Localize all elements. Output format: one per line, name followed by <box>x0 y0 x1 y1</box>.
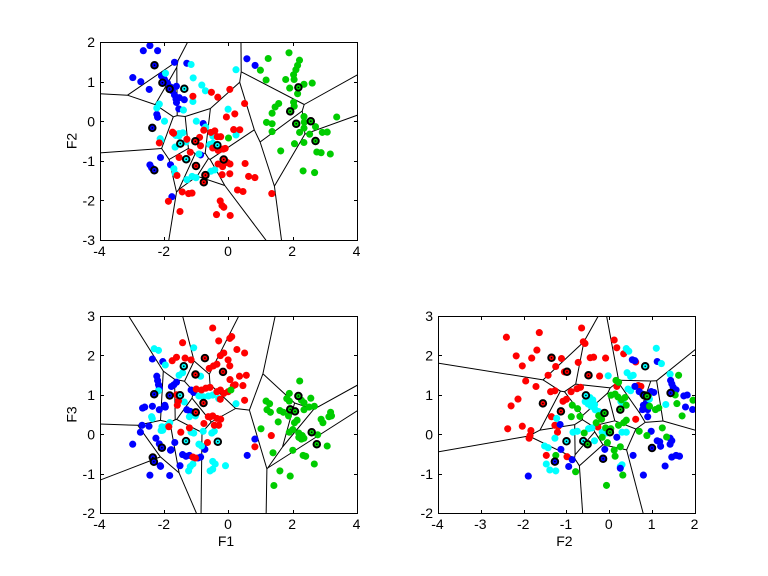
svg-text:-4: -4 <box>93 243 106 259</box>
svg-text:1: 1 <box>87 387 95 403</box>
svg-text:2: 2 <box>691 516 699 532</box>
svg-text:F2: F2 <box>556 533 573 549</box>
svg-text:-1: -1 <box>560 516 573 532</box>
svg-text:2: 2 <box>288 243 296 259</box>
svg-text:4: 4 <box>353 516 361 532</box>
svg-text:-4: -4 <box>93 516 106 532</box>
svg-text:0: 0 <box>87 426 95 442</box>
svg-text:1: 1 <box>87 74 95 90</box>
svg-text:F1: F1 <box>218 533 235 549</box>
svg-text:F2: F2 <box>63 133 79 150</box>
svg-text:3: 3 <box>425 308 433 324</box>
svg-text:0: 0 <box>224 516 232 532</box>
svg-text:0: 0 <box>425 426 433 442</box>
svg-text:-2: -2 <box>83 193 96 209</box>
svg-text:1: 1 <box>425 387 433 403</box>
svg-text:-1: -1 <box>421 466 434 482</box>
svg-text:-1: -1 <box>83 153 96 169</box>
svg-text:2: 2 <box>87 34 95 50</box>
svg-text:2: 2 <box>425 348 433 364</box>
svg-text:4: 4 <box>353 243 361 259</box>
svg-text:0: 0 <box>87 113 95 129</box>
svg-text:-2: -2 <box>517 516 530 532</box>
svg-text:0: 0 <box>224 243 232 259</box>
svg-text:3: 3 <box>87 308 95 324</box>
svg-text:-3: -3 <box>474 516 487 532</box>
svg-text:-2: -2 <box>158 243 171 259</box>
svg-text:2: 2 <box>288 516 296 532</box>
svg-text:1: 1 <box>648 516 656 532</box>
svg-text:-1: -1 <box>83 466 96 482</box>
svg-text:-2: -2 <box>421 505 434 521</box>
svg-text:-3: -3 <box>83 232 96 248</box>
svg-text:-4: -4 <box>431 516 444 532</box>
svg-text:F3: F3 <box>63 406 79 423</box>
svg-text:-2: -2 <box>158 516 171 532</box>
svg-text:2: 2 <box>87 348 95 364</box>
svg-text:0: 0 <box>605 516 613 532</box>
svg-text:-2: -2 <box>83 505 96 521</box>
